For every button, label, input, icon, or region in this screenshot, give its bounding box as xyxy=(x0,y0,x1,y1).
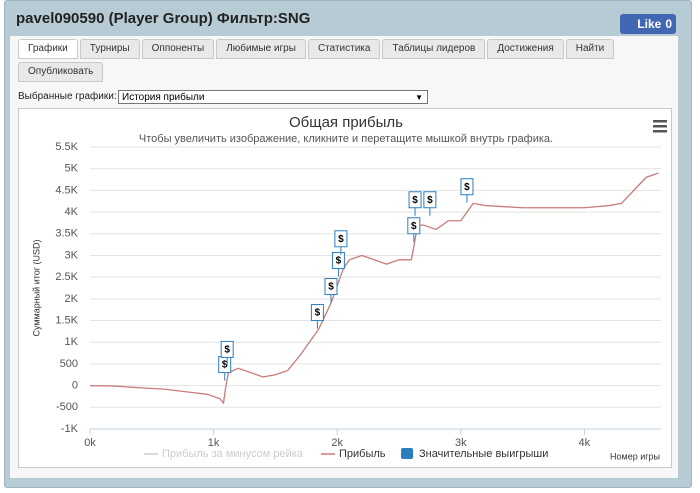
flag xyxy=(324,278,338,296)
tab[interactable]: Статистика xyxy=(307,39,381,59)
flag xyxy=(407,217,421,235)
y-tick-label: 5K xyxy=(65,163,79,175)
x-tick-label: 2k xyxy=(331,437,343,449)
selector-label: Выбранные графики: xyxy=(18,91,117,102)
y-tick-label: -1K xyxy=(61,423,79,435)
legend-label: Прибыль xyxy=(339,448,386,460)
y-tick-label: 1K xyxy=(65,336,79,348)
flag xyxy=(408,191,422,209)
tab[interactable]: Графики xyxy=(18,39,78,59)
legend-item[interactable]: Прибыль xyxy=(321,448,386,460)
legend-item[interactable]: Значительные выигрыши xyxy=(401,448,548,460)
legend-symbol xyxy=(401,448,413,459)
selector[interactable]: История прибыли xyxy=(118,90,428,105)
flag xyxy=(220,340,234,358)
flag-symbol: $ xyxy=(224,345,230,356)
flag-symbol: $ xyxy=(328,282,334,293)
y-tick-label: 3.5K xyxy=(55,228,78,240)
y-tick-label: 2K xyxy=(65,293,79,305)
legend-item[interactable]: Прибыль за минусом рейка xyxy=(144,448,304,460)
chart: Общая прибыль Чтобы увеличить изображени… xyxy=(31,114,667,461)
tab[interactable]: Найти xyxy=(565,39,615,59)
y-tick-label: 0 xyxy=(72,380,78,392)
like-count: 0 xyxy=(665,17,672,31)
y-tick-label: 4K xyxy=(65,206,79,218)
flag-symbol: $ xyxy=(222,360,228,371)
y-tick-label: 3K xyxy=(65,249,79,261)
x-tick-label: 3k xyxy=(455,437,467,449)
y-tick-label: 5.5K xyxy=(55,141,78,153)
flag xyxy=(334,230,348,248)
dialog-title: pavel090590 (Player Group) Фильтр:SNG xyxy=(16,10,311,27)
flag-symbol: $ xyxy=(338,234,344,245)
tab[interactable]: Таблицы лидеров xyxy=(382,39,486,59)
flag-symbol: $ xyxy=(464,182,470,193)
legend-label: Прибыль за минусом рейка xyxy=(162,448,304,460)
y-tick-label: 1.5K xyxy=(55,314,78,326)
flag xyxy=(310,304,324,322)
flag xyxy=(331,251,345,269)
flag-symbol: $ xyxy=(315,308,321,319)
flag-symbol: $ xyxy=(412,195,418,206)
profit-line xyxy=(89,172,659,405)
y-tick-label: 500 xyxy=(60,358,78,370)
y-tick-label: 4.5K xyxy=(55,184,78,196)
tabs: Графики Турниры Оппоненты Любимые игры Стати… xyxy=(18,39,618,85)
menu-button[interactable] xyxy=(653,120,667,133)
tab[interactable]: Турниры xyxy=(79,39,140,59)
legend-label: Значительные выигрыши xyxy=(419,448,548,460)
chart-title: Общая прибыль xyxy=(289,114,403,131)
x-tick-label: 0k xyxy=(84,437,96,449)
flag xyxy=(460,178,474,196)
flag-symbol: $ xyxy=(427,195,433,206)
tab[interactable]: Любимые игры xyxy=(216,39,306,59)
y-tick-label: -500 xyxy=(56,401,78,413)
x-tick-label: 1k xyxy=(208,437,220,449)
tab[interactable]: Достижения xyxy=(487,39,564,59)
tab[interactable]: Оппоненты xyxy=(141,39,215,59)
chart-subtitle: Чтобы увеличить изображение, кликните и … xyxy=(139,133,553,145)
flag-symbol: $ xyxy=(411,221,417,232)
flag xyxy=(423,191,437,209)
y-tick-label: 2.5K xyxy=(55,271,78,283)
flag-symbol: $ xyxy=(336,256,342,267)
x-axis-label: Номер игры xyxy=(610,451,660,461)
like-label: Like xyxy=(637,17,662,31)
chart-box: Общая прибыль Чтобы увеличить изображени… xyxy=(18,108,672,468)
tab[interactable]: Опубликовать xyxy=(18,62,104,82)
like-button[interactable]: Like 0 xyxy=(620,14,676,34)
y-axis-label: Суммарный итог (USD) xyxy=(31,239,41,336)
x-tick-label: 4k xyxy=(579,437,591,449)
